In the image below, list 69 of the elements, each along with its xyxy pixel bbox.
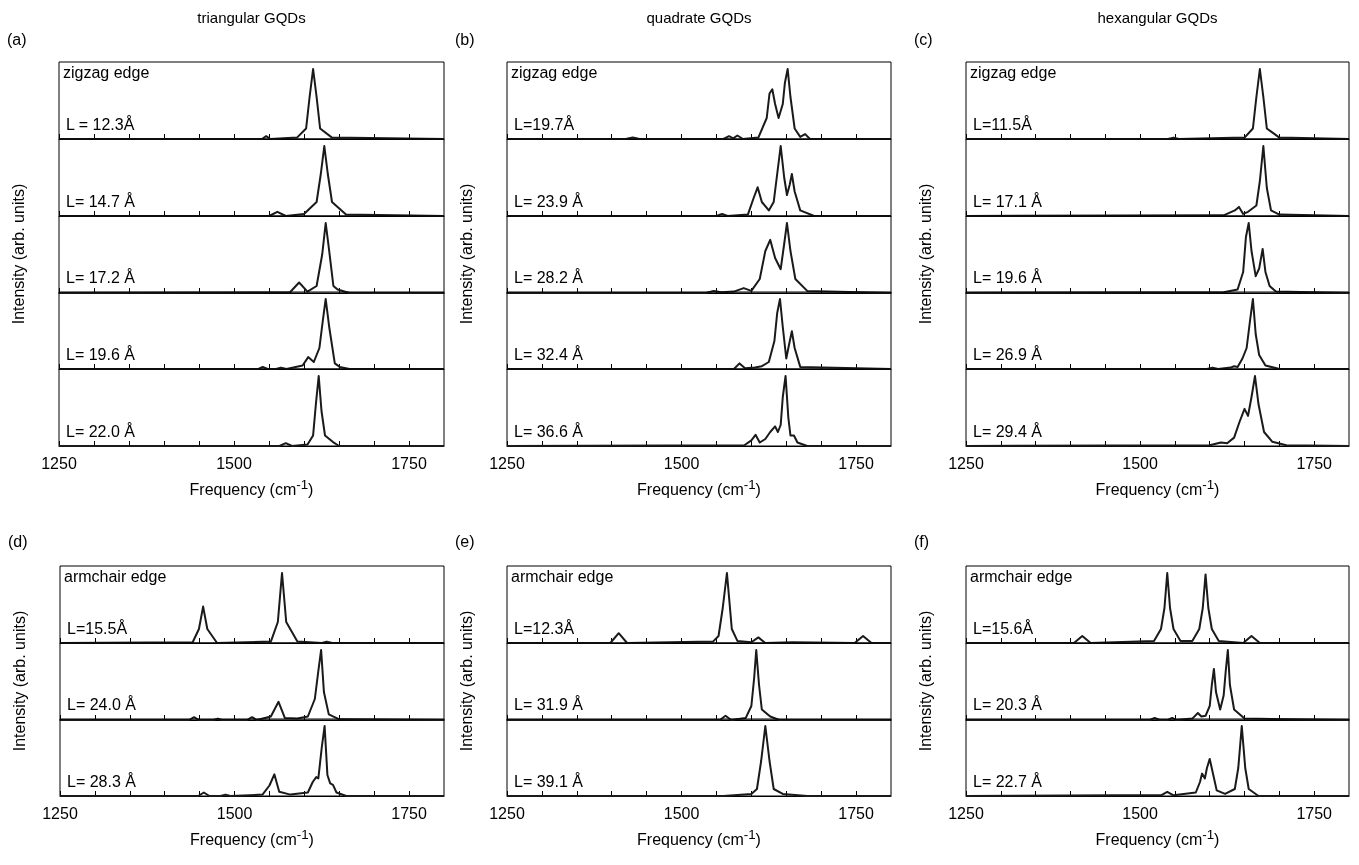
annotation: L= 17.2 Å (66, 269, 135, 287)
x-axis-title: Frequency (cm$^{-1}$) (189, 476, 314, 499)
annotation: L= 19.6 Å (973, 269, 1042, 287)
annotation: L= 22.0 Å (66, 422, 135, 440)
annotation: L=15.6Å (973, 619, 1034, 637)
annotation: L= 17.1 Å (973, 192, 1042, 210)
annotation: L=12.3Å (514, 619, 575, 637)
x-tick-label: 1750 (391, 454, 427, 472)
y-axis-title: Intensity (arb. units) (10, 183, 27, 325)
x-tick-label: 1500 (663, 454, 700, 472)
annotation: L= 39.1 Å (514, 772, 583, 790)
x-tick-label: 1250 (42, 804, 78, 822)
x-tick-label: 1750 (391, 804, 427, 822)
x-axis-title: Frequency (cm$^{-1}$) (637, 476, 761, 499)
text: (b) (455, 31, 475, 48)
annotation: L=19.7Å (514, 115, 575, 133)
annotation: L=15.5Å (67, 619, 128, 637)
annotation: L = 12.3Å (66, 115, 135, 133)
text: (c) (914, 31, 933, 48)
annotation: L= 28.2 Å (514, 269, 583, 287)
x-tick-label: 1250 (489, 454, 525, 472)
annotation: L=11.5Å (973, 115, 1032, 133)
annotation: L= 26.9 Å (973, 346, 1042, 364)
annotation: L= 23.9 Å (514, 192, 583, 210)
x-tick-label: 1500 (1122, 804, 1158, 822)
chart-title: hexangular GQDs (1097, 9, 1218, 26)
x-tick-label: 1750 (1296, 454, 1333, 472)
x-tick-label: 1250 (948, 454, 984, 472)
text: (a) (7, 31, 27, 48)
y-axis-title: Intensity (arb. units) (917, 183, 934, 325)
annotation: L= 20.3 Å (973, 696, 1042, 714)
x-tick-label: 1750 (838, 454, 874, 472)
annotation: L= 29.4 Å (973, 422, 1042, 440)
x-axis-title: Frequency (cm$^{-1}$) (1095, 476, 1220, 499)
annotation: L= 19.6 Å (66, 346, 135, 364)
y-axis-title: Intensity (arb. units) (917, 610, 934, 752)
text: (d) (8, 533, 28, 550)
y-axis-title: Intensity (arb. units) (458, 183, 475, 325)
y-axis-title: Intensity (arb. units) (11, 610, 28, 752)
x-tick-label: 1500 (216, 804, 253, 822)
annotation: L= 28.3 Å (67, 772, 136, 790)
text: (e) (455, 533, 475, 550)
x-tick-label: 1750 (838, 804, 874, 822)
x-tick-label: 1500 (663, 804, 700, 822)
x-axis-title: Frequency (cm$^{-1}$) (1095, 826, 1220, 849)
annotation: L= 36.6 Å (514, 422, 583, 440)
text: (f) (914, 533, 930, 550)
annotation: zigzag edge (511, 64, 598, 81)
x-tick-label: 1500 (1122, 454, 1158, 472)
annotation: armchair edge (511, 568, 614, 585)
annotation: L= 31.9 Å (514, 696, 583, 714)
x-tick-label: 1250 (41, 454, 77, 472)
annotation: L= 14.7 Å (66, 192, 135, 210)
annotation: zigzag edge (970, 64, 1057, 81)
annotation: L= 24.0 Å (67, 696, 136, 714)
chart-title: triangular GQDs (197, 9, 306, 26)
annotation: armchair edge (970, 568, 1073, 585)
x-tick-label: 1250 (489, 804, 525, 822)
y-axis-title: Intensity (arb. units) (458, 610, 475, 752)
chart-title: quadrate GQDs (646, 9, 752, 26)
annotation: L= 22.7 Å (973, 772, 1042, 790)
x-axis-title: Frequency (cm$^{-1}$) (190, 826, 314, 849)
annotation: armchair edge (64, 568, 167, 585)
annotation: zigzag edge (63, 64, 150, 81)
x-tick-label: 1250 (948, 804, 984, 822)
annotation: L= 32.4 Å (514, 346, 583, 364)
x-tick-label: 1500 (216, 454, 252, 472)
x-axis-title: Frequency (cm$^{-1}$) (637, 826, 761, 849)
x-tick-label: 1750 (1296, 804, 1333, 822)
